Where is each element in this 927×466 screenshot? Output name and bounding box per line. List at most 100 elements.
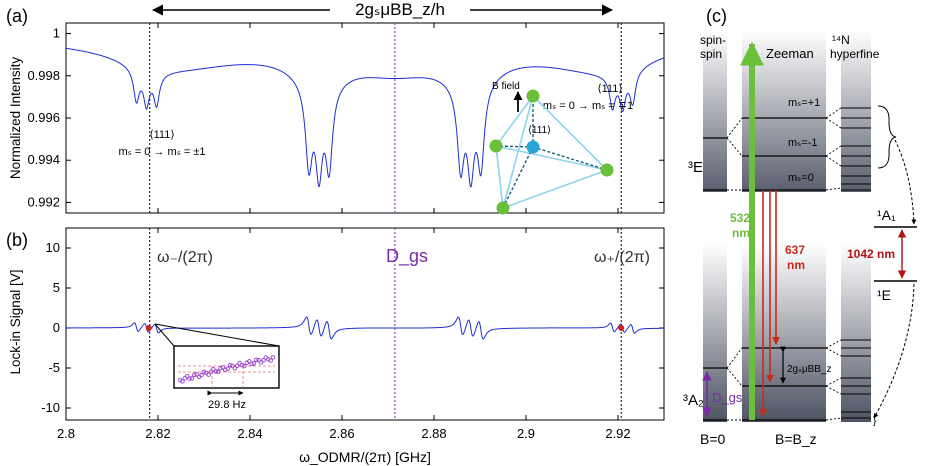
panel-b: -10 -5 0 5 10 2.8 2.82 2.84 2.86 2.88 2.9 2.92 Loc… [8, 227, 665, 465]
span-label-bg [330, 0, 470, 20]
b-ytick-label: 0 [53, 320, 60, 335]
inset-sample-point [206, 372, 211, 377]
omega-minus-label: ω₋/(2π) [157, 249, 213, 266]
inset-sample-point [232, 365, 238, 371]
zero-crossing-left-marker [145, 325, 152, 331]
panel-label-a: (a) [6, 6, 28, 26]
inset-sample-point [239, 362, 245, 368]
b-xtick-label: 2.88 [421, 426, 446, 441]
hyperfine-label-1: ¹⁴N [832, 33, 850, 47]
inset-sample-point [246, 359, 252, 364]
left-dip-transition-label: mₛ = 0 → mₛ = ±1 [119, 146, 206, 158]
nv-crystal-diagram [489, 89, 614, 215]
inset-sample-point [192, 372, 197, 378]
b-xtick-label: 2.86 [329, 426, 354, 441]
panel-a-ytick-labels: 0.992 0.994 0.996 0.998 1 [27, 26, 60, 210]
zeeman-label: Zeeman [766, 46, 814, 61]
zero-crossing-right-marker [618, 325, 625, 331]
b-xtick-label: 2.82 [145, 426, 170, 441]
inset-sample-point [256, 357, 261, 363]
bottom-label-left: B=0 [700, 431, 726, 447]
inset-sample-point [180, 379, 185, 384]
panel-a: 0.992 0.994 0.996 0.998 1 Normalized Intensi… [8, 22, 665, 215]
inset-sample-point [194, 372, 199, 377]
inset-sample-point [254, 357, 259, 363]
inset-sample-point [184, 374, 190, 379]
column-zeeman-ground [742, 244, 826, 422]
inset-sample-point [261, 358, 266, 363]
inset-sample-point [189, 376, 195, 381]
ground-state-label: ³A₂ [683, 392, 704, 409]
sublevel-plus1: mₛ=+1 [788, 97, 820, 109]
a-ytick-label: 0.996 [27, 110, 60, 125]
inset-sample-point [249, 361, 254, 367]
inset-sample-point [227, 363, 233, 368]
zoom-inset [154, 323, 280, 396]
column-hyperfine-ground [841, 244, 871, 422]
excited-state-label: ³E [688, 159, 703, 176]
inset-sample-point [218, 366, 223, 371]
bfield-label: B field [492, 81, 520, 92]
singlet-a1-label: ¹A₁ [877, 207, 896, 223]
red-wavelength-1: 637 [785, 243, 805, 257]
b-xtick-label: 2.9 [517, 426, 535, 441]
ir-wavelength-label: 1042 nm [847, 247, 895, 261]
inset-sample-point [223, 367, 228, 373]
lockin-signal-line [66, 316, 664, 340]
inset-sample-point [225, 366, 230, 371]
inset-sample-point [251, 361, 257, 366]
b-xtick-label: 2.8 [57, 426, 75, 441]
b-ytick-label: 5 [53, 280, 60, 295]
column-spin-spin-excited [703, 30, 727, 192]
span-label: 2gₛμBB_z/h [355, 0, 445, 19]
b-xtick-label: 2.84 [237, 426, 262, 441]
panel-b-xlabel: ω_ODMR/(2π) [GHz] [299, 449, 431, 465]
inset-sample-point [208, 369, 214, 374]
omega-plus-label: ω₊/(2π) [594, 249, 650, 266]
inset-label: 29.8 Hz [208, 399, 246, 411]
b-xtick-label: 2.92 [605, 426, 630, 441]
a-ytick-label: 0.994 [27, 152, 60, 167]
inset-sample-point [215, 369, 221, 375]
bottom-label-right: B=B_z [775, 431, 817, 447]
green-wavelength-2: nm [732, 226, 750, 240]
zeeman-split-label: 2gₛμBB_z [787, 364, 832, 375]
inset-sample-point [213, 369, 219, 374]
panel-a-frame [65, 22, 665, 214]
panel-b-ylabel: Lock-in Signal [V] [8, 269, 23, 374]
panel-a-ticks [65, 23, 664, 213]
inset-sample-point [234, 363, 240, 368]
inset-sample-point [187, 376, 192, 381]
inset-sample-point [201, 369, 207, 375]
b-ytick-label: -5 [48, 360, 60, 375]
hyperfine-label-2: hyperfine [830, 47, 880, 61]
a-ytick-label: 0.998 [27, 68, 60, 83]
b-ytick-label: 10 [46, 240, 60, 255]
panel-label-c: (c) [706, 6, 727, 26]
panel-a-guides [149, 23, 622, 213]
panel-a-ylabel: Normalized Intensity [8, 57, 23, 180]
b-ytick-label: -10 [41, 400, 60, 415]
inset-sample-point [270, 355, 276, 360]
a-ytick-label: 1 [53, 26, 60, 41]
spin-spin-label-2: spin [700, 47, 722, 61]
right-dip-transition-label: mₛ = 0 → mₛ = ∓1 [543, 100, 633, 112]
nv-axis-label: ⟨111⟩ [528, 125, 551, 136]
panel-b-xtick-labels: 2.8 2.82 2.84 2.86 2.88 2.9 2.92 [57, 426, 631, 441]
panel-b-ytick-labels: -10 -5 0 5 10 [41, 240, 60, 415]
green-wavelength-1: 532 [730, 211, 750, 225]
odmr-spectrum-line [65, 47, 665, 188]
singlet-e-label: ¹E [877, 287, 891, 303]
inset-sample-point [268, 358, 273, 363]
right-dip-axis-label: ⟨111⟩ [597, 83, 622, 95]
energy-level-diagram: spin- spin Zeeman ¹⁴N hyperfine mₛ=+1 mₛ… [683, 30, 917, 447]
a-ytick-label: 0.992 [27, 194, 60, 209]
inset-sample-point [199, 372, 204, 378]
red-wavelength-2: nm [787, 258, 805, 272]
inset-sample-point [242, 363, 247, 369]
column-hyperfine-excited [841, 30, 871, 192]
spin-spin-label-1: spin- [700, 33, 726, 47]
panel-b-frame [65, 227, 665, 421]
dgs-energy-label: D_gs [712, 390, 743, 405]
